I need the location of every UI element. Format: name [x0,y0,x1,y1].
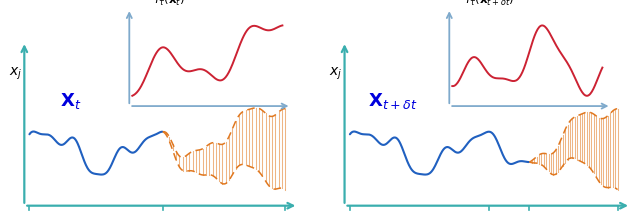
Text: $x_j$: $x_j$ [328,65,342,82]
Text: $x_j$: $x_j$ [9,65,22,82]
Text: $\mathbf{X}_{t+\delta t}$: $\mathbf{X}_{t+\delta t}$ [368,91,417,111]
Text: $\mathbf{X}_t$: $\mathbf{X}_t$ [60,91,81,111]
Text: $f_\tau(\mathbf{x}_{t+\delta t})$: $f_\tau(\mathbf{x}_{t+\delta t})$ [465,0,515,8]
Text: $f_\tau(\mathbf{x}_t)$: $f_\tau(\mathbf{x}_t)$ [154,0,186,8]
